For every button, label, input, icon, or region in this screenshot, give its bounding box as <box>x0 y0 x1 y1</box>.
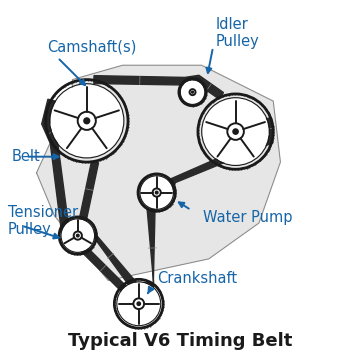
Circle shape <box>202 98 269 165</box>
Circle shape <box>181 80 204 104</box>
Polygon shape <box>42 99 72 239</box>
Circle shape <box>134 298 144 309</box>
Polygon shape <box>37 65 280 280</box>
Circle shape <box>140 176 173 209</box>
FancyArrowPatch shape <box>28 154 58 159</box>
Circle shape <box>192 91 194 93</box>
FancyArrowPatch shape <box>59 59 85 85</box>
FancyArrowPatch shape <box>206 50 212 73</box>
Polygon shape <box>71 209 155 291</box>
Text: Belt: Belt <box>12 149 40 164</box>
Circle shape <box>156 191 158 194</box>
Polygon shape <box>162 118 273 199</box>
Text: Tensioner
Pulley: Tensioner Pulley <box>8 205 78 238</box>
Circle shape <box>74 231 82 240</box>
Circle shape <box>76 234 79 237</box>
Circle shape <box>190 89 195 95</box>
Circle shape <box>233 129 238 134</box>
Circle shape <box>50 85 123 157</box>
Circle shape <box>137 302 140 305</box>
Text: Typical V6 Timing Belt: Typical V6 Timing Belt <box>68 332 292 350</box>
FancyArrowPatch shape <box>179 202 189 208</box>
Text: Crankshaft: Crankshaft <box>157 271 237 286</box>
FancyArrowPatch shape <box>24 226 59 238</box>
Circle shape <box>153 188 161 197</box>
Circle shape <box>227 123 244 140</box>
Circle shape <box>62 219 94 252</box>
FancyArrowPatch shape <box>148 287 153 293</box>
Text: Idler
Pulley: Idler Pulley <box>216 17 260 49</box>
Text: Water Pump: Water Pump <box>203 210 293 225</box>
Circle shape <box>117 282 160 325</box>
Text: Camshaft(s): Camshaft(s) <box>47 40 137 55</box>
Polygon shape <box>77 161 129 294</box>
Circle shape <box>84 118 90 124</box>
Circle shape <box>78 112 96 130</box>
Polygon shape <box>94 75 224 99</box>
